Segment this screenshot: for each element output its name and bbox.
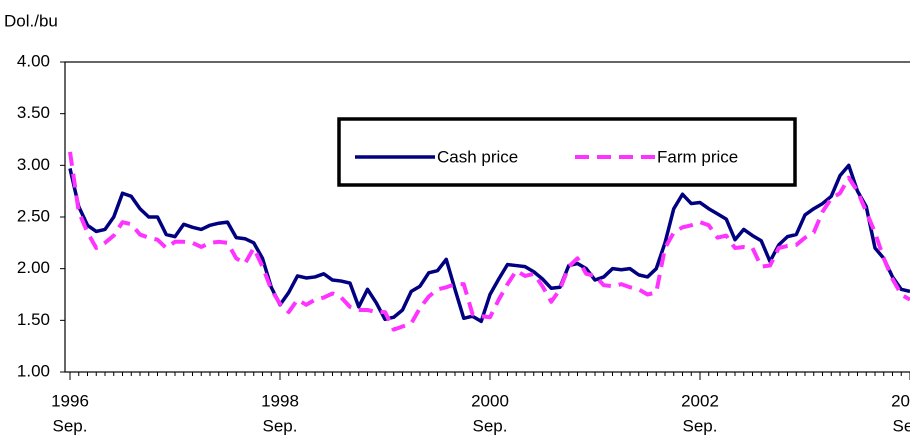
y-tick-label: 2.50 bbox=[17, 206, 50, 225]
x-tick-label: 2002 bbox=[681, 391, 719, 410]
x-tick-sublabel: Sep. bbox=[683, 416, 718, 435]
y-tick-label: 3.00 bbox=[17, 155, 50, 174]
x-tick-sublabel: Sep. bbox=[473, 416, 508, 435]
x-tick-label: 2004 bbox=[891, 391, 910, 410]
y-axis-label: Dol./bu bbox=[4, 11, 58, 30]
x-tick-label: 1998 bbox=[261, 391, 299, 410]
x-tick-sublabel: Sep. bbox=[53, 416, 88, 435]
y-tick-label: 2.00 bbox=[17, 258, 50, 277]
legend-label: Farm price bbox=[657, 147, 738, 166]
series-line bbox=[68, 151, 910, 332]
y-tick-label: 1.00 bbox=[17, 361, 50, 380]
x-tick-sublabel: Sep. bbox=[263, 416, 298, 435]
legend-label: Cash price bbox=[437, 147, 518, 166]
legend-box bbox=[337, 117, 797, 187]
x-tick-label: 2000 bbox=[471, 391, 509, 410]
x-tick-label: 1996 bbox=[51, 391, 89, 410]
x-tick-sublabel: Sep. bbox=[893, 416, 910, 435]
y-tick-label: 4.00 bbox=[17, 51, 50, 70]
y-tick-label: 3.50 bbox=[17, 103, 50, 122]
y-tick-label: 1.50 bbox=[17, 310, 50, 329]
